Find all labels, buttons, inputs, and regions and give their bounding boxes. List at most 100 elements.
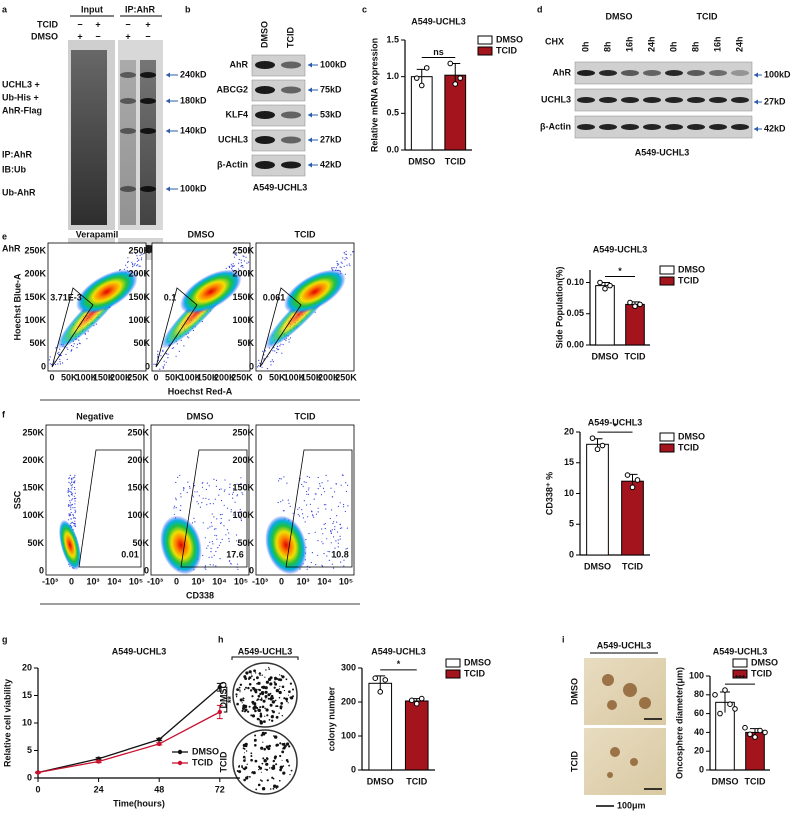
flow-event	[313, 516, 315, 518]
colony	[252, 687, 256, 690]
flow-event	[341, 262, 343, 264]
flow-event	[298, 507, 300, 509]
colony	[283, 689, 285, 692]
colony	[249, 776, 251, 778]
colony	[248, 683, 252, 686]
flow-event	[261, 366, 263, 368]
colony	[261, 771, 262, 773]
marker	[96, 759, 101, 764]
data-point	[632, 303, 638, 310]
flow-event	[72, 477, 74, 479]
flow-event	[321, 564, 323, 567]
gate-value: 0.01	[121, 549, 139, 559]
flow-event	[70, 488, 72, 490]
flow-event	[173, 505, 176, 507]
colony	[245, 686, 247, 689]
flow-event	[218, 494, 220, 496]
flow-event	[335, 556, 337, 559]
colony	[253, 705, 257, 709]
flow-event	[74, 506, 76, 509]
gate	[51, 287, 94, 368]
colony	[245, 750, 248, 752]
colony	[243, 688, 246, 691]
flow-event	[74, 498, 76, 500]
colony	[282, 765, 285, 767]
gate-value: 10.8	[331, 549, 349, 559]
image-row-label: TCID	[218, 751, 228, 772]
colony	[271, 719, 274, 722]
flow-event	[224, 479, 226, 481]
flow-event	[78, 339, 80, 341]
colony	[278, 690, 282, 695]
blot-band	[577, 97, 595, 103]
flow-event	[303, 500, 305, 502]
data-point	[627, 299, 633, 306]
flow-event	[230, 268, 233, 270]
flow-event	[162, 349, 164, 351]
colony	[268, 666, 270, 669]
bar	[625, 303, 645, 346]
flow-event	[136, 260, 138, 262]
flow-event	[215, 479, 218, 481]
colony	[280, 702, 284, 705]
flow-event	[312, 515, 314, 517]
flow-event	[312, 514, 314, 516]
flow-event	[62, 362, 64, 364]
flow-event	[343, 506, 345, 508]
flow-event	[283, 510, 285, 512]
flow-event	[341, 474, 343, 476]
data-point	[757, 727, 763, 734]
y-tick-label: 5	[569, 519, 574, 529]
blot-band	[599, 124, 617, 130]
flow-event	[67, 519, 70, 521]
y-tick-label: 10	[22, 717, 32, 727]
data-point	[747, 731, 753, 738]
x-tick-label: TCID	[745, 776, 766, 786]
gate	[155, 287, 198, 368]
colony	[259, 714, 263, 718]
flow-event	[132, 266, 134, 268]
flow-event	[240, 519, 242, 522]
flow-event	[306, 475, 308, 477]
y-axis-label: CD338⁺ %	[544, 472, 554, 515]
flow-event	[138, 265, 140, 267]
flow-density	[76, 269, 138, 314]
flow-x-tick: 0	[49, 372, 54, 382]
chart-title: A549-UCHL3	[411, 16, 466, 26]
legend-swatch	[659, 443, 675, 453]
flow-event	[239, 248, 241, 250]
flow-event	[73, 481, 76, 483]
data-point	[727, 701, 733, 708]
flow-event	[70, 493, 73, 495]
flow-x-tick: 0	[279, 576, 284, 586]
arrow-head	[166, 128, 170, 134]
flow-event	[73, 525, 75, 527]
flow-event	[68, 504, 70, 506]
flow-event	[321, 528, 323, 530]
colony	[242, 755, 246, 759]
flow-event	[155, 363, 157, 366]
time-label: 0h	[668, 41, 678, 52]
y-tick-label: 20	[694, 746, 704, 756]
flow-event	[137, 264, 139, 266]
flow-y-tick: 200K	[128, 269, 150, 279]
flow-event	[187, 481, 189, 483]
flow-event	[139, 254, 141, 256]
flow-event	[223, 490, 225, 492]
flow-event	[262, 350, 264, 352]
colony	[251, 687, 253, 689]
flow-event	[66, 347, 68, 349]
colony	[286, 742, 290, 746]
colony	[279, 678, 283, 682]
flow-event	[206, 547, 208, 549]
y-tick-label: 5	[27, 745, 32, 755]
colony	[257, 708, 261, 712]
flow-event	[339, 524, 341, 526]
flow-y-tick: 100K	[127, 510, 149, 520]
flow-event	[74, 525, 77, 528]
flow-event	[215, 535, 218, 537]
flow-event	[317, 540, 319, 542]
flow-event	[189, 485, 191, 488]
panel-letter: h	[218, 634, 224, 644]
colony	[274, 684, 276, 686]
